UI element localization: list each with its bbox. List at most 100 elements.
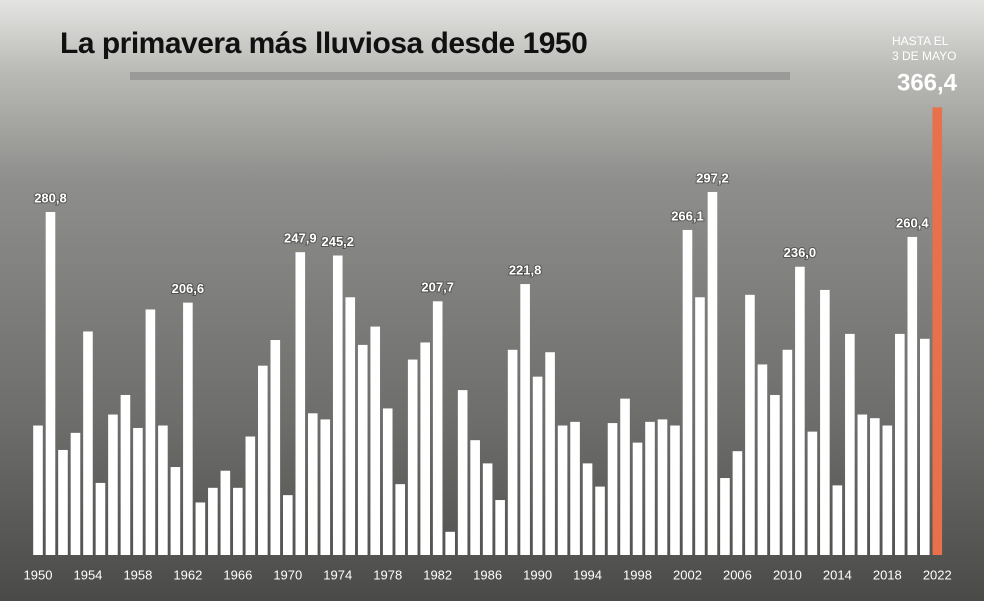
x-tick-label: 1958 xyxy=(123,567,152,582)
value-label: 207,7 xyxy=(421,280,454,295)
bar xyxy=(195,502,206,555)
bar xyxy=(283,495,293,555)
x-tick-label: 2006 xyxy=(723,567,752,582)
bar xyxy=(745,294,755,555)
annotation: 3 DE MAYO xyxy=(892,49,956,63)
bar xyxy=(432,301,443,555)
bar xyxy=(233,487,243,555)
bar xyxy=(532,376,543,555)
chart-title: La primavera más lluviosa desde 1950 xyxy=(60,27,587,60)
value-label: 260,4 xyxy=(896,215,929,230)
bridge xyxy=(130,72,790,80)
bar xyxy=(682,229,693,555)
value-label: 297,2 xyxy=(696,170,729,185)
x-tick-label: 1954 xyxy=(73,567,102,582)
bar xyxy=(670,425,680,555)
x-tick-label: 1994 xyxy=(573,567,602,582)
bar xyxy=(695,297,705,555)
x-tick-label: 2014 xyxy=(823,567,852,582)
bar xyxy=(632,442,643,555)
bar xyxy=(83,331,93,555)
bar xyxy=(420,342,430,555)
bar xyxy=(732,451,743,555)
bar xyxy=(807,431,818,555)
bar xyxy=(595,486,605,555)
bar xyxy=(895,333,905,555)
value-label: 206,6 xyxy=(172,281,205,296)
bar xyxy=(45,212,56,555)
x-tick-label: 1998 xyxy=(623,567,652,582)
bar xyxy=(407,359,418,555)
bar xyxy=(907,236,918,556)
bar xyxy=(320,419,331,555)
bar xyxy=(258,365,268,555)
bar xyxy=(520,284,530,555)
bar xyxy=(932,107,943,556)
value-label: 236,0 xyxy=(784,245,817,260)
bar xyxy=(457,390,468,555)
x-tick-label: 2018 xyxy=(873,567,902,582)
bar xyxy=(607,423,618,555)
value-label: 247,9 xyxy=(284,231,317,246)
bar xyxy=(208,487,218,555)
bar xyxy=(495,500,505,555)
bar xyxy=(832,485,843,555)
bar xyxy=(332,255,343,555)
x-tick-label: 1982 xyxy=(423,567,452,582)
bar xyxy=(295,252,306,555)
x-tick-label: 1962 xyxy=(173,567,202,582)
bar xyxy=(445,531,455,555)
bar xyxy=(395,484,406,555)
bar xyxy=(70,432,81,555)
x-tick-label: 1986 xyxy=(473,567,502,582)
bar xyxy=(919,338,930,555)
bar xyxy=(345,297,356,555)
value-label: 221,8 xyxy=(509,263,542,278)
bar xyxy=(95,482,106,555)
value-label: 366,4 xyxy=(897,69,958,96)
bar xyxy=(170,467,181,555)
x-tick-label: 2002 xyxy=(673,567,702,582)
bar xyxy=(645,421,655,555)
bar xyxy=(120,394,131,555)
bar xyxy=(58,449,68,555)
value-label: 266,1 xyxy=(671,208,704,223)
bar xyxy=(795,266,805,555)
bar xyxy=(820,289,830,555)
x-tick-label: 1978 xyxy=(373,567,402,582)
bar xyxy=(770,394,780,555)
bar xyxy=(620,398,630,555)
bar xyxy=(183,302,193,555)
bar xyxy=(557,425,568,555)
bar xyxy=(570,421,580,555)
bar xyxy=(882,425,893,555)
bar xyxy=(245,436,256,555)
value-label: 280,8 xyxy=(34,190,67,205)
bar xyxy=(270,340,281,555)
x-tick-label: 1990 xyxy=(523,567,552,582)
x-tick-label: 1950 xyxy=(24,567,53,582)
bar xyxy=(507,349,518,555)
x-tick-label: 1970 xyxy=(273,567,302,582)
bar xyxy=(370,326,381,555)
bar xyxy=(720,478,730,555)
bar xyxy=(145,309,156,555)
bar xyxy=(707,191,718,555)
bar xyxy=(220,470,231,555)
bar xyxy=(357,344,368,555)
bar xyxy=(382,408,393,555)
bar xyxy=(470,440,480,555)
bar xyxy=(782,349,793,555)
x-tick-label: 2022 xyxy=(923,567,952,582)
bar xyxy=(482,463,493,555)
bar xyxy=(870,418,880,555)
bar xyxy=(108,414,118,555)
value-label: 245,2 xyxy=(321,234,354,249)
x-tick-label: 2010 xyxy=(773,567,802,582)
x-tick-label: 1966 xyxy=(223,567,252,582)
x-tick-label: 1974 xyxy=(323,567,352,582)
bar xyxy=(757,364,768,555)
annotation: HASTA EL xyxy=(892,34,949,48)
bar xyxy=(545,352,555,555)
